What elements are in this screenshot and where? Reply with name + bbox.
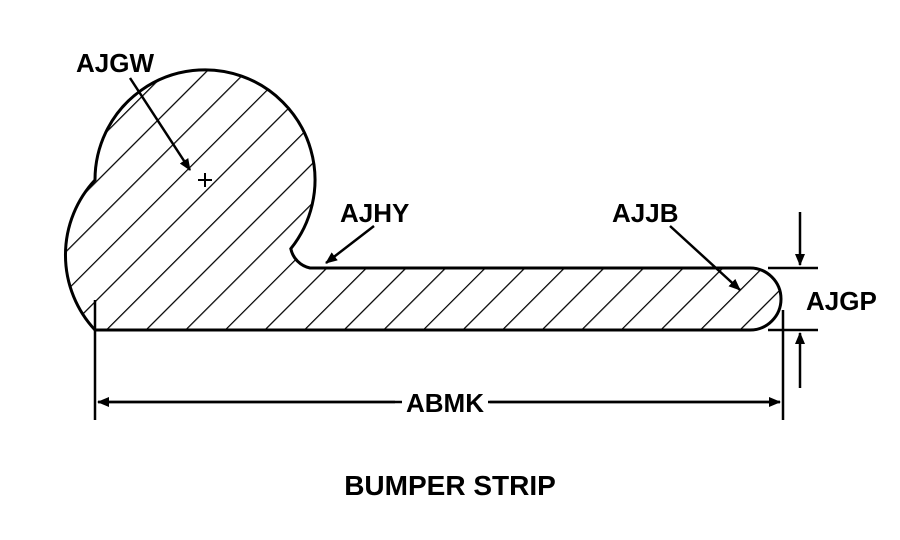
diagram-svg: [0, 0, 900, 540]
ajgp-label: AJGP: [806, 286, 877, 317]
ajjb-label: AJJB: [612, 198, 678, 229]
ajgw-label: AJGW: [76, 48, 154, 79]
diagram-container: AJGW AJHY AJJB AJGP ABMK BUMPER STRIP: [0, 0, 900, 540]
abmk-label: ABMK: [402, 388, 488, 419]
ajhy-leader: [326, 226, 374, 263]
diagram-title: BUMPER STRIP: [0, 470, 900, 502]
ajhy-label: AJHY: [340, 198, 409, 229]
